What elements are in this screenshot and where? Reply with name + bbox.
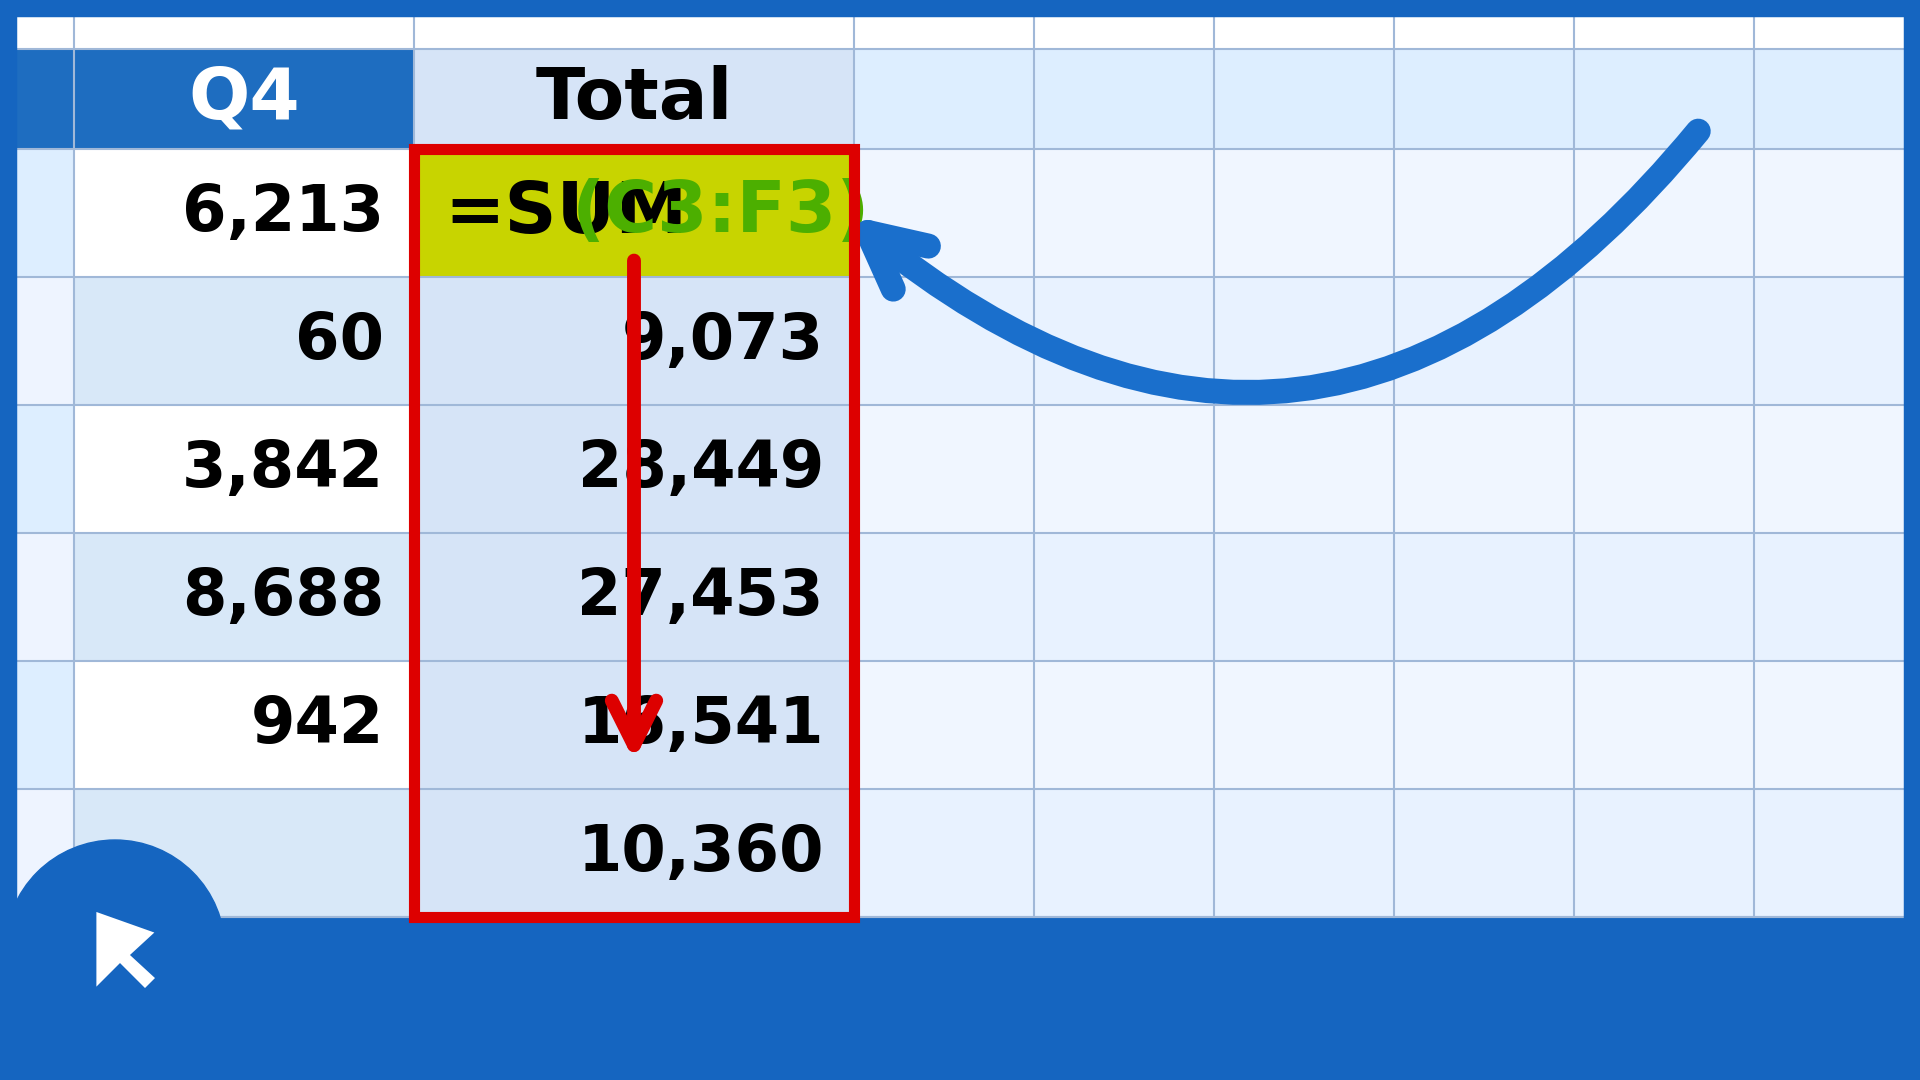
FancyBboxPatch shape	[75, 276, 415, 405]
FancyBboxPatch shape	[415, 49, 854, 149]
Text: 60: 60	[296, 310, 384, 372]
FancyBboxPatch shape	[75, 661, 415, 789]
Text: 3,842: 3,842	[182, 438, 384, 500]
Text: 27,453: 27,453	[578, 566, 824, 627]
Text: 6,213: 6,213	[182, 183, 384, 244]
Circle shape	[6, 840, 225, 1059]
FancyBboxPatch shape	[75, 49, 415, 149]
FancyBboxPatch shape	[854, 276, 1907, 405]
FancyBboxPatch shape	[854, 149, 1907, 276]
FancyBboxPatch shape	[854, 534, 1907, 661]
Text: 9,073: 9,073	[622, 310, 824, 372]
Text: =SUM: =SUM	[444, 178, 687, 247]
Text: 28,449: 28,449	[578, 438, 824, 500]
Text: 8,688: 8,688	[182, 566, 384, 627]
FancyBboxPatch shape	[415, 789, 854, 917]
FancyBboxPatch shape	[13, 14, 1907, 49]
FancyBboxPatch shape	[75, 534, 415, 661]
FancyBboxPatch shape	[415, 405, 854, 534]
FancyBboxPatch shape	[75, 789, 415, 917]
FancyBboxPatch shape	[13, 534, 75, 661]
FancyBboxPatch shape	[854, 405, 1907, 534]
FancyBboxPatch shape	[415, 661, 854, 789]
FancyBboxPatch shape	[13, 149, 75, 276]
Polygon shape	[94, 910, 157, 990]
Bar	[415, 149, 854, 917]
Text: 16,541: 16,541	[578, 694, 824, 756]
Text: (C3:F3): (C3:F3)	[572, 178, 870, 247]
FancyBboxPatch shape	[75, 405, 415, 534]
FancyBboxPatch shape	[854, 789, 1907, 917]
FancyBboxPatch shape	[854, 661, 1907, 789]
FancyBboxPatch shape	[13, 405, 75, 534]
FancyBboxPatch shape	[13, 276, 75, 405]
FancyBboxPatch shape	[415, 534, 854, 661]
Text: Q4: Q4	[188, 65, 300, 134]
Text: 10,360: 10,360	[578, 822, 824, 885]
FancyBboxPatch shape	[13, 49, 75, 149]
Text: Total: Total	[536, 65, 733, 134]
FancyBboxPatch shape	[13, 789, 75, 917]
FancyBboxPatch shape	[415, 276, 854, 405]
FancyArrowPatch shape	[868, 131, 1697, 392]
FancyBboxPatch shape	[13, 661, 75, 789]
Text: 942: 942	[252, 694, 384, 756]
FancyBboxPatch shape	[415, 149, 854, 276]
FancyBboxPatch shape	[854, 49, 1907, 149]
FancyBboxPatch shape	[75, 149, 415, 276]
